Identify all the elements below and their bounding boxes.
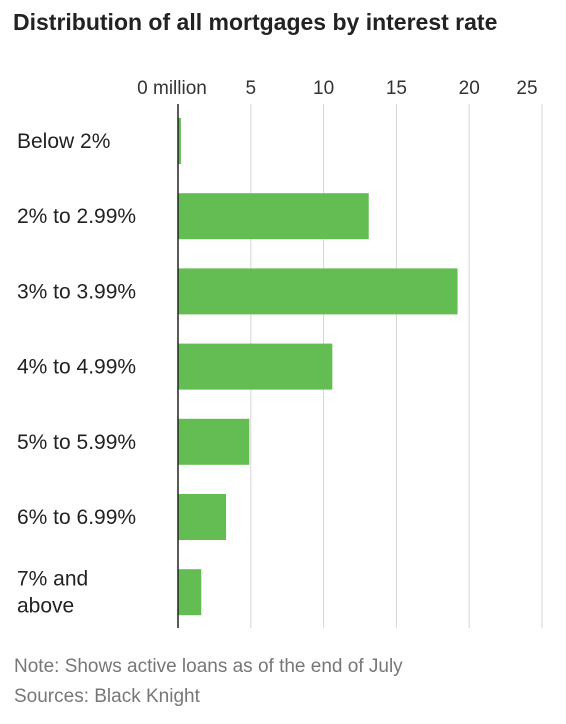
bar-4: [178, 418, 250, 465]
category-label-2: 3% to 3.99%: [17, 280, 136, 303]
bar-1: [178, 193, 369, 240]
bar-chart: 0 million 5 10 15 20 25 Below 2% 2% to 2.99% 3%…: [17, 78, 543, 628]
chart-note: Note: Shows active loans as of the end o…: [14, 656, 403, 677]
bar-5: [178, 494, 227, 540]
category-label-5: 6% to 6.99%: [17, 506, 136, 529]
x-tick-label-20: 20: [459, 78, 480, 99]
bar-3: [178, 343, 333, 390]
category-label-6-line-1: above: [17, 595, 74, 618]
category-label-3: 4% to 4.99%: [17, 356, 136, 379]
x-tick-label-25: 25: [516, 78, 537, 99]
category-labels: Below 2% 2% to 2.99% 3% to 3.99% 4% to 4.99…: [17, 130, 136, 618]
chart-source: Sources: Black Knight: [14, 686, 200, 707]
category-label-6-line-0: 7% and: [17, 568, 88, 591]
x-tick-label-15: 15: [386, 78, 407, 99]
category-label-4: 5% to 5.99%: [17, 431, 136, 454]
bar-0: [178, 118, 181, 164]
x-tick-label-5: 5: [246, 78, 257, 99]
category-label-1: 2% to 2.99%: [17, 205, 136, 228]
chart-title: Distribution of all mortgages by interes…: [13, 9, 498, 35]
x-tick-label-0: 0 million: [137, 78, 207, 99]
bar-6: [178, 569, 202, 616]
x-tick-label-10: 10: [313, 78, 334, 99]
category-label-0: Below 2%: [17, 130, 110, 153]
x-axis-tick-labels: 0 million 5 10 15 20 25: [137, 78, 537, 99]
bars: [178, 118, 458, 616]
bar-2: [178, 268, 458, 315]
